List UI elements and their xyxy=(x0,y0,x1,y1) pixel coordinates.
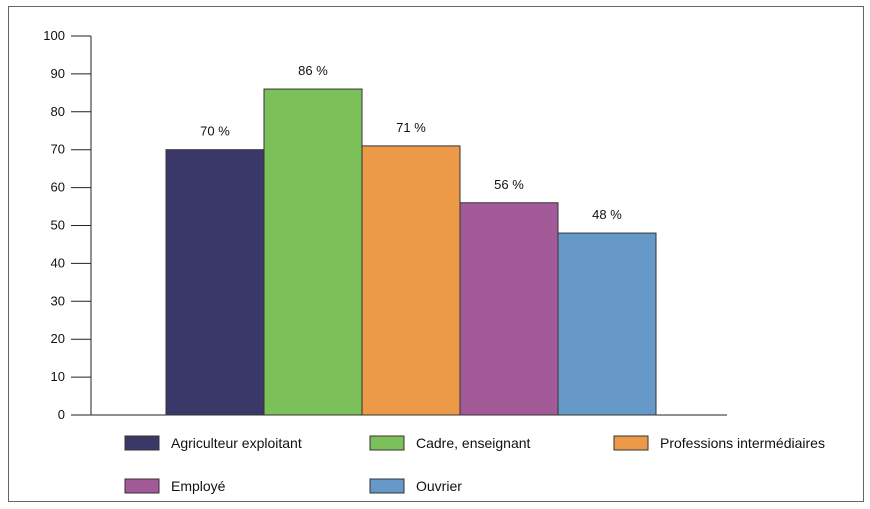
y-tick-label: 100 xyxy=(43,28,65,43)
data-label: 71 % xyxy=(396,120,426,135)
legend-swatch xyxy=(125,479,159,493)
legend: Agriculteur exploitant Cadre, enseignant P… xyxy=(125,435,825,494)
y-tick-label: 40 xyxy=(51,255,65,270)
legend-swatch xyxy=(370,479,404,493)
legend-label: Ouvrier xyxy=(416,478,462,494)
y-tick-label: 90 xyxy=(51,66,65,81)
legend-label: Agriculteur exploitant xyxy=(171,435,302,451)
data-label: 56 % xyxy=(494,177,524,192)
bar-5 xyxy=(558,233,656,415)
y-tick-label: 30 xyxy=(51,293,65,308)
data-label: 70 % xyxy=(200,124,230,139)
legend-label: Employé xyxy=(171,478,226,494)
bars xyxy=(166,89,656,415)
bar-2 xyxy=(264,89,362,415)
legend-swatch xyxy=(125,436,159,450)
y-tick-label: 20 xyxy=(51,331,65,346)
y-tick-label: 10 xyxy=(51,369,65,384)
y-tick-label: 70 xyxy=(51,142,65,157)
legend-label: Professions intermédiaires xyxy=(660,435,825,451)
legend-swatch xyxy=(614,436,648,450)
y-tick-label: 50 xyxy=(51,218,65,233)
y-tick-label: 0 xyxy=(58,407,65,422)
data-label: 48 % xyxy=(592,207,622,222)
bar-4 xyxy=(460,203,558,415)
data-label: 86 % xyxy=(298,63,328,78)
y-tick-label: 80 xyxy=(51,104,65,119)
bar-3 xyxy=(362,146,460,415)
legend-label: Cadre, enseignant xyxy=(416,435,531,451)
y-tick-label: 60 xyxy=(51,180,65,195)
legend-swatch xyxy=(370,436,404,450)
bar-1 xyxy=(166,150,264,415)
